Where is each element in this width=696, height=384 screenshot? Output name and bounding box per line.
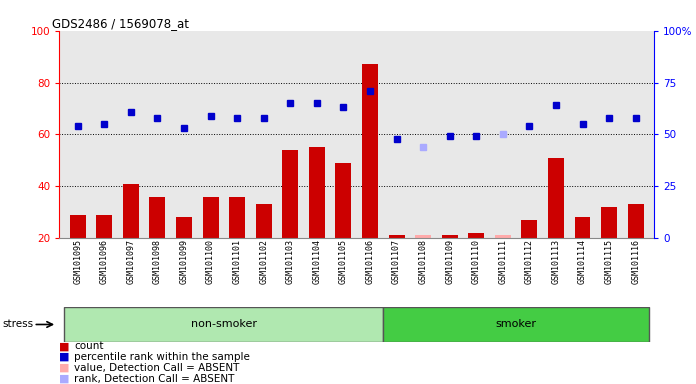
Bar: [495, 235, 511, 238]
Bar: [468, 233, 484, 238]
Text: rank, Detection Call = ABSENT: rank, Detection Call = ABSENT: [74, 374, 235, 384]
Bar: [203, 197, 219, 238]
Text: GSM101115: GSM101115: [605, 240, 614, 285]
Text: GSM101109: GSM101109: [445, 240, 454, 285]
Text: GSM101102: GSM101102: [259, 240, 268, 285]
Text: GSM101113: GSM101113: [551, 240, 560, 285]
Text: GDS2486 / 1569078_at: GDS2486 / 1569078_at: [52, 17, 189, 30]
Bar: [388, 235, 404, 238]
Bar: [229, 197, 245, 238]
Bar: [442, 235, 458, 238]
Text: value, Detection Call = ABSENT: value, Detection Call = ABSENT: [74, 363, 240, 373]
Bar: [415, 235, 431, 238]
Text: GSM101103: GSM101103: [286, 240, 295, 285]
Bar: [283, 150, 299, 238]
Text: ■: ■: [59, 341, 70, 351]
Text: GSM101108: GSM101108: [418, 240, 427, 285]
Bar: [176, 217, 192, 238]
Bar: [601, 207, 617, 238]
Text: GSM101114: GSM101114: [578, 240, 587, 285]
Bar: [150, 197, 166, 238]
Bar: [495, 235, 511, 238]
Text: smoker: smoker: [496, 319, 537, 329]
Text: non-smoker: non-smoker: [191, 319, 257, 329]
Text: GSM101098: GSM101098: [153, 240, 162, 285]
Text: ■: ■: [59, 374, 70, 384]
Bar: [362, 65, 378, 238]
Text: GSM101112: GSM101112: [525, 240, 534, 285]
Text: GSM101111: GSM101111: [498, 240, 507, 285]
Bar: [521, 220, 537, 238]
Text: count: count: [74, 341, 104, 351]
Text: GSM101096: GSM101096: [100, 240, 109, 285]
Bar: [65, 307, 383, 342]
Bar: [309, 147, 325, 238]
Text: ■: ■: [59, 352, 70, 362]
Bar: [548, 158, 564, 238]
Text: GSM101099: GSM101099: [180, 240, 189, 285]
Text: GSM101116: GSM101116: [631, 240, 640, 285]
Text: percentile rank within the sample: percentile rank within the sample: [74, 352, 251, 362]
Bar: [70, 215, 86, 238]
Bar: [255, 204, 271, 238]
Bar: [415, 235, 431, 238]
Bar: [335, 163, 351, 238]
Bar: [123, 184, 139, 238]
Bar: [383, 307, 649, 342]
Text: ■: ■: [59, 363, 70, 373]
Text: GSM101100: GSM101100: [206, 240, 215, 285]
Text: GSM101095: GSM101095: [73, 240, 82, 285]
Text: GSM101101: GSM101101: [232, 240, 242, 285]
Text: stress: stress: [2, 319, 33, 329]
Text: GSM101110: GSM101110: [472, 240, 481, 285]
Bar: [628, 204, 644, 238]
Bar: [96, 215, 112, 238]
Text: GSM101097: GSM101097: [127, 240, 136, 285]
Text: GSM101105: GSM101105: [339, 240, 348, 285]
Text: GSM101104: GSM101104: [313, 240, 322, 285]
Text: GSM101107: GSM101107: [392, 240, 401, 285]
Bar: [574, 217, 590, 238]
Text: GSM101106: GSM101106: [365, 240, 374, 285]
